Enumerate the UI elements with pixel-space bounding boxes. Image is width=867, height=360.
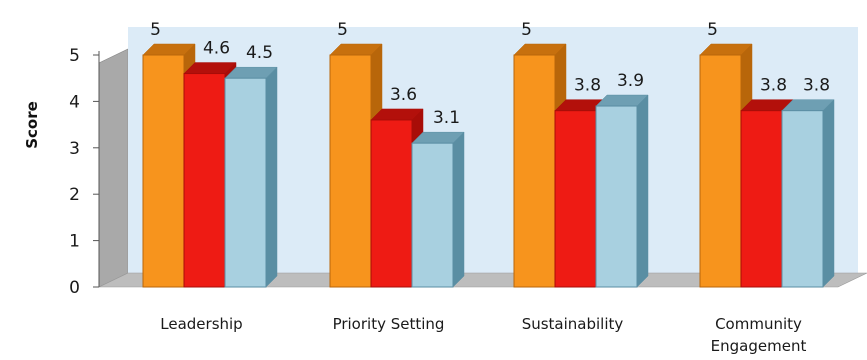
bar-front [554,110,597,288]
data-label: 5 [337,20,348,40]
bar [411,131,465,288]
data-label: 5 [707,20,718,40]
x-tick-label: Priority Setting [333,315,445,333]
y-axis: 0 1 2 3 4 5 [69,46,100,298]
bar-front [781,110,824,288]
y-tick-label: 0 [69,278,80,298]
y-axis-label: Score [23,101,41,149]
bar-front [183,73,226,288]
bar [781,99,835,288]
bars: 5 5 5 5 4.6 3.6 3.8 3.8 4.5 3.1 3.9 3.8 [142,20,835,288]
y-tick-label: 2 [69,185,80,205]
bar-side [636,94,649,288]
data-label: 3.6 [390,85,417,105]
data-label: 4.6 [203,39,230,59]
bar-front [411,142,454,288]
data-label: 3.8 [574,76,601,96]
bar-side [452,131,465,288]
data-label: 4.5 [246,43,273,63]
y-tick-label: 4 [69,92,80,112]
bar-front [513,54,556,288]
bar-front [370,119,413,288]
data-label: 5 [521,20,532,40]
y-tick-label: 3 [69,139,80,159]
x-tick-label: Sustainability [522,315,624,333]
bar-front [595,105,638,288]
bar-side [265,66,278,288]
bar-front [142,54,185,288]
bar [595,94,649,288]
x-tick-label: Community [715,315,802,333]
data-label: 3.8 [760,76,787,96]
data-label: 3.9 [617,71,644,91]
bar-front [329,54,372,288]
data-label: 5 [150,20,161,40]
bar-front [740,110,783,288]
x-tick-label: Engagement [711,337,807,355]
bar [224,66,278,288]
bar-side [822,99,835,288]
bar-front [224,77,267,288]
x-axis: Leadership Priority Setting Sustainability… [160,315,806,355]
y-tick-label: 1 [69,232,80,252]
data-label: 3.8 [803,76,830,96]
side-wall [98,48,129,288]
bar-front [699,54,742,288]
x-tick-label: Leadership [160,315,242,333]
y-tick-label: 5 [69,46,80,66]
data-label: 3.1 [433,108,460,128]
